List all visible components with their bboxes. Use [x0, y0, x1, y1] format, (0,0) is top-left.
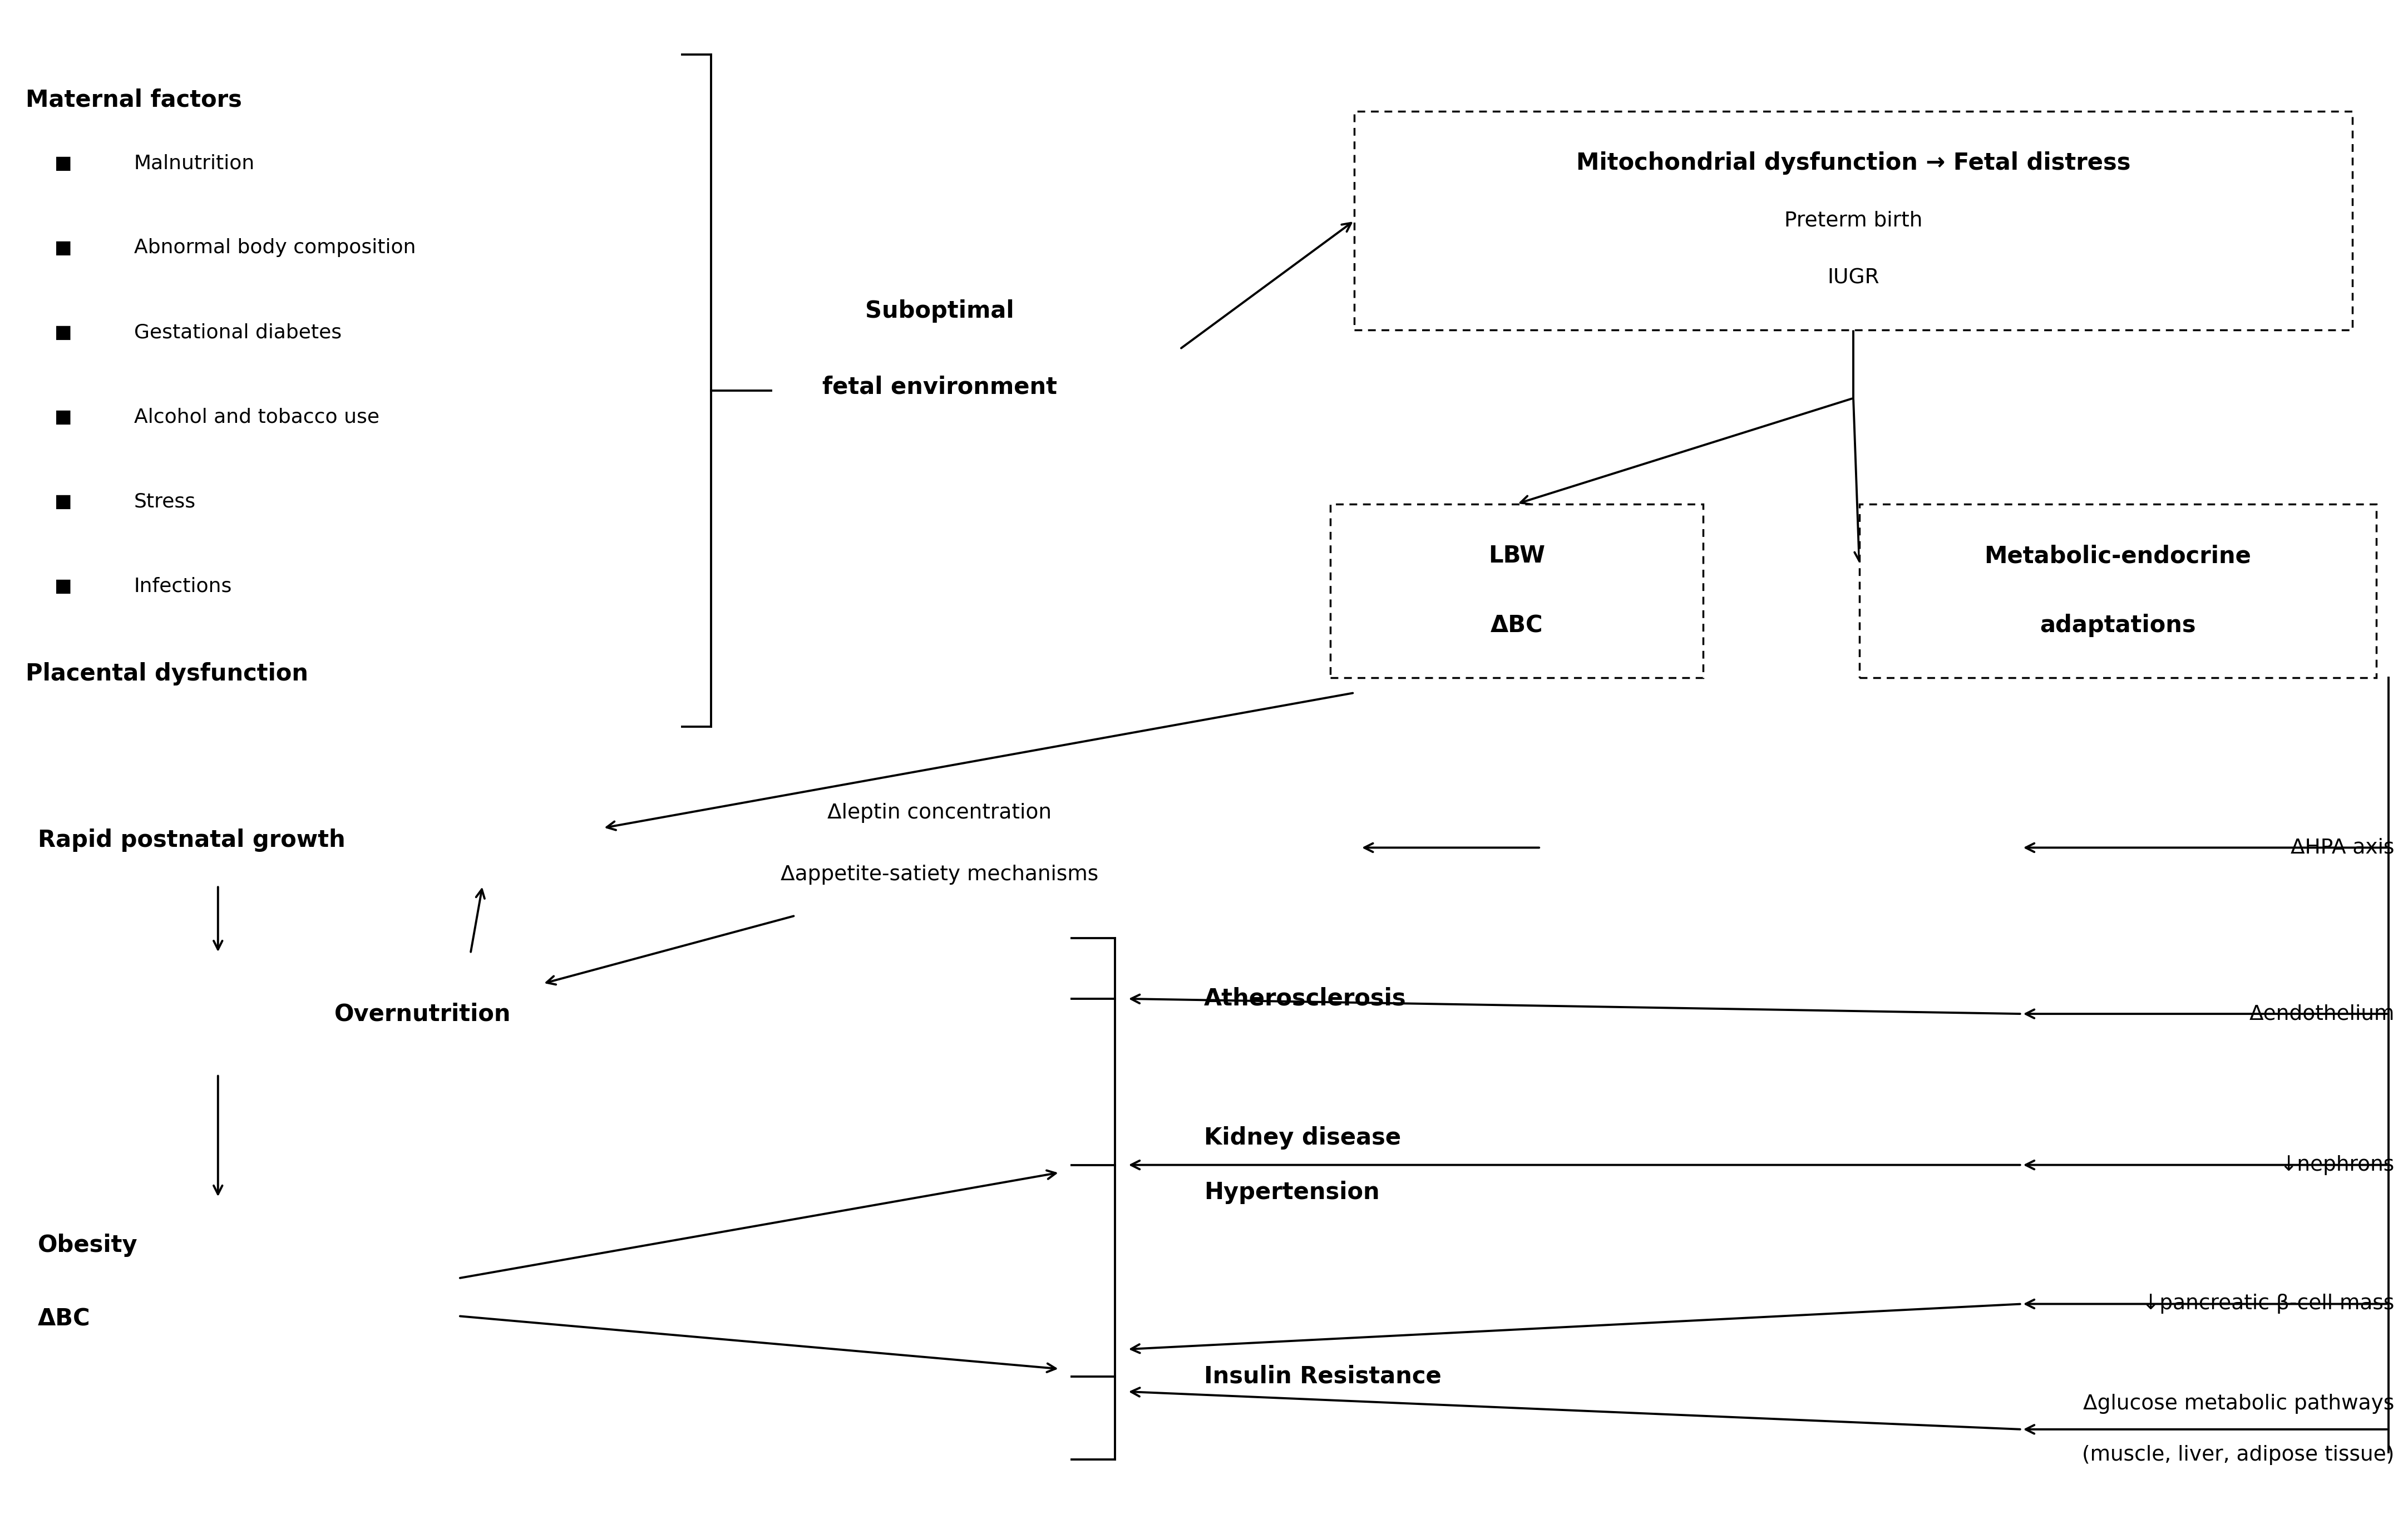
Text: Δglucose metabolic pathways: Δglucose metabolic pathways: [2083, 1394, 2394, 1414]
Text: ■: ■: [55, 324, 72, 342]
Text: Stress: Stress: [135, 492, 195, 512]
Text: Kidney disease: Kidney disease: [1204, 1126, 1401, 1149]
Text: ΔBC: ΔBC: [1491, 613, 1544, 637]
Text: ↓pancreatic β-cell mass: ↓pancreatic β-cell mass: [2143, 1294, 2394, 1314]
Text: ■: ■: [55, 577, 72, 595]
Text: Abnormal body composition: Abnormal body composition: [135, 238, 417, 257]
Text: Placental dysfunction: Placental dysfunction: [26, 662, 308, 686]
Text: ■: ■: [55, 239, 72, 257]
Text: Δappetite-satiety mechanisms: Δappetite-satiety mechanisms: [780, 864, 1098, 884]
Text: (muscle, liver, adipose tissue): (muscle, liver, adipose tissue): [2083, 1444, 2394, 1466]
Text: Insulin Resistance: Insulin Resistance: [1204, 1364, 1442, 1388]
Text: Metabolic-endocrine: Metabolic-endocrine: [1984, 545, 2251, 568]
Text: ΔBC: ΔBC: [39, 1308, 89, 1331]
FancyBboxPatch shape: [1859, 504, 2377, 678]
Text: Δendothelium: Δendothelium: [2249, 1004, 2394, 1023]
Text: ■: ■: [55, 492, 72, 510]
Text: IUGR: IUGR: [1828, 268, 1878, 288]
Text: Atherosclerosis: Atherosclerosis: [1204, 987, 1406, 1010]
Text: Maternal factors: Maternal factors: [26, 88, 241, 112]
Text: Alcohol and tobacco use: Alcohol and tobacco use: [135, 407, 378, 427]
Text: ■: ■: [55, 154, 72, 173]
Text: Δleptin concentration: Δleptin concentration: [828, 802, 1052, 824]
Text: Mitochondrial dysfunction → Fetal distress: Mitochondrial dysfunction → Fetal distre…: [1577, 151, 2131, 176]
Text: Malnutrition: Malnutrition: [135, 154, 255, 173]
Text: Infections: Infections: [135, 577, 231, 595]
Text: Gestational diabetes: Gestational diabetes: [135, 322, 342, 342]
Text: LBW: LBW: [1488, 545, 1546, 568]
Text: Overnutrition: Overnutrition: [335, 1002, 510, 1025]
Text: Suboptimal: Suboptimal: [864, 300, 1014, 322]
Text: ↓nephrons: ↓nephrons: [2280, 1155, 2394, 1175]
Text: Rapid postnatal growth: Rapid postnatal growth: [39, 828, 344, 852]
Text: Hypertension: Hypertension: [1204, 1181, 1380, 1204]
Text: ΔHPA axis: ΔHPA axis: [2290, 837, 2394, 857]
Text: Obesity: Obesity: [39, 1234, 137, 1257]
Text: fetal environment: fetal environment: [821, 375, 1057, 398]
Text: ■: ■: [55, 407, 72, 427]
FancyBboxPatch shape: [1353, 111, 2353, 330]
Text: adaptations: adaptations: [2040, 613, 2196, 637]
FancyBboxPatch shape: [1329, 504, 1702, 678]
Text: Preterm birth: Preterm birth: [1784, 210, 1922, 230]
